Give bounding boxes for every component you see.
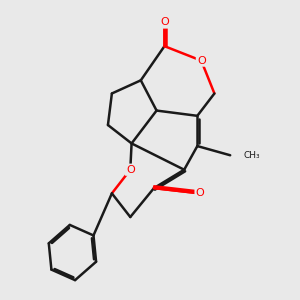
Text: O: O <box>196 188 204 198</box>
Text: O: O <box>160 17 169 28</box>
Text: O: O <box>197 56 206 66</box>
Text: CH₃: CH₃ <box>243 151 260 160</box>
Text: O: O <box>126 165 135 175</box>
